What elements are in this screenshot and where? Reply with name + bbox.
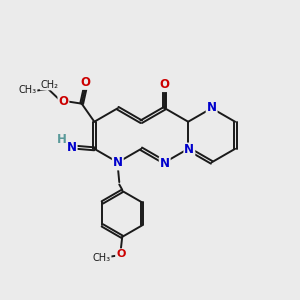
Text: N: N [184, 143, 194, 157]
Text: CH₂: CH₂ [40, 80, 58, 90]
Text: O: O [160, 78, 170, 91]
Text: CH₃: CH₃ [19, 85, 37, 95]
Text: N: N [207, 100, 217, 113]
Text: CH₃: CH₃ [93, 254, 111, 263]
Text: O: O [58, 95, 68, 108]
Text: N: N [113, 157, 123, 169]
Text: O: O [116, 249, 125, 259]
Text: H: H [57, 133, 67, 146]
Text: N: N [160, 157, 170, 170]
Text: O: O [80, 76, 90, 89]
Text: N: N [67, 141, 77, 154]
